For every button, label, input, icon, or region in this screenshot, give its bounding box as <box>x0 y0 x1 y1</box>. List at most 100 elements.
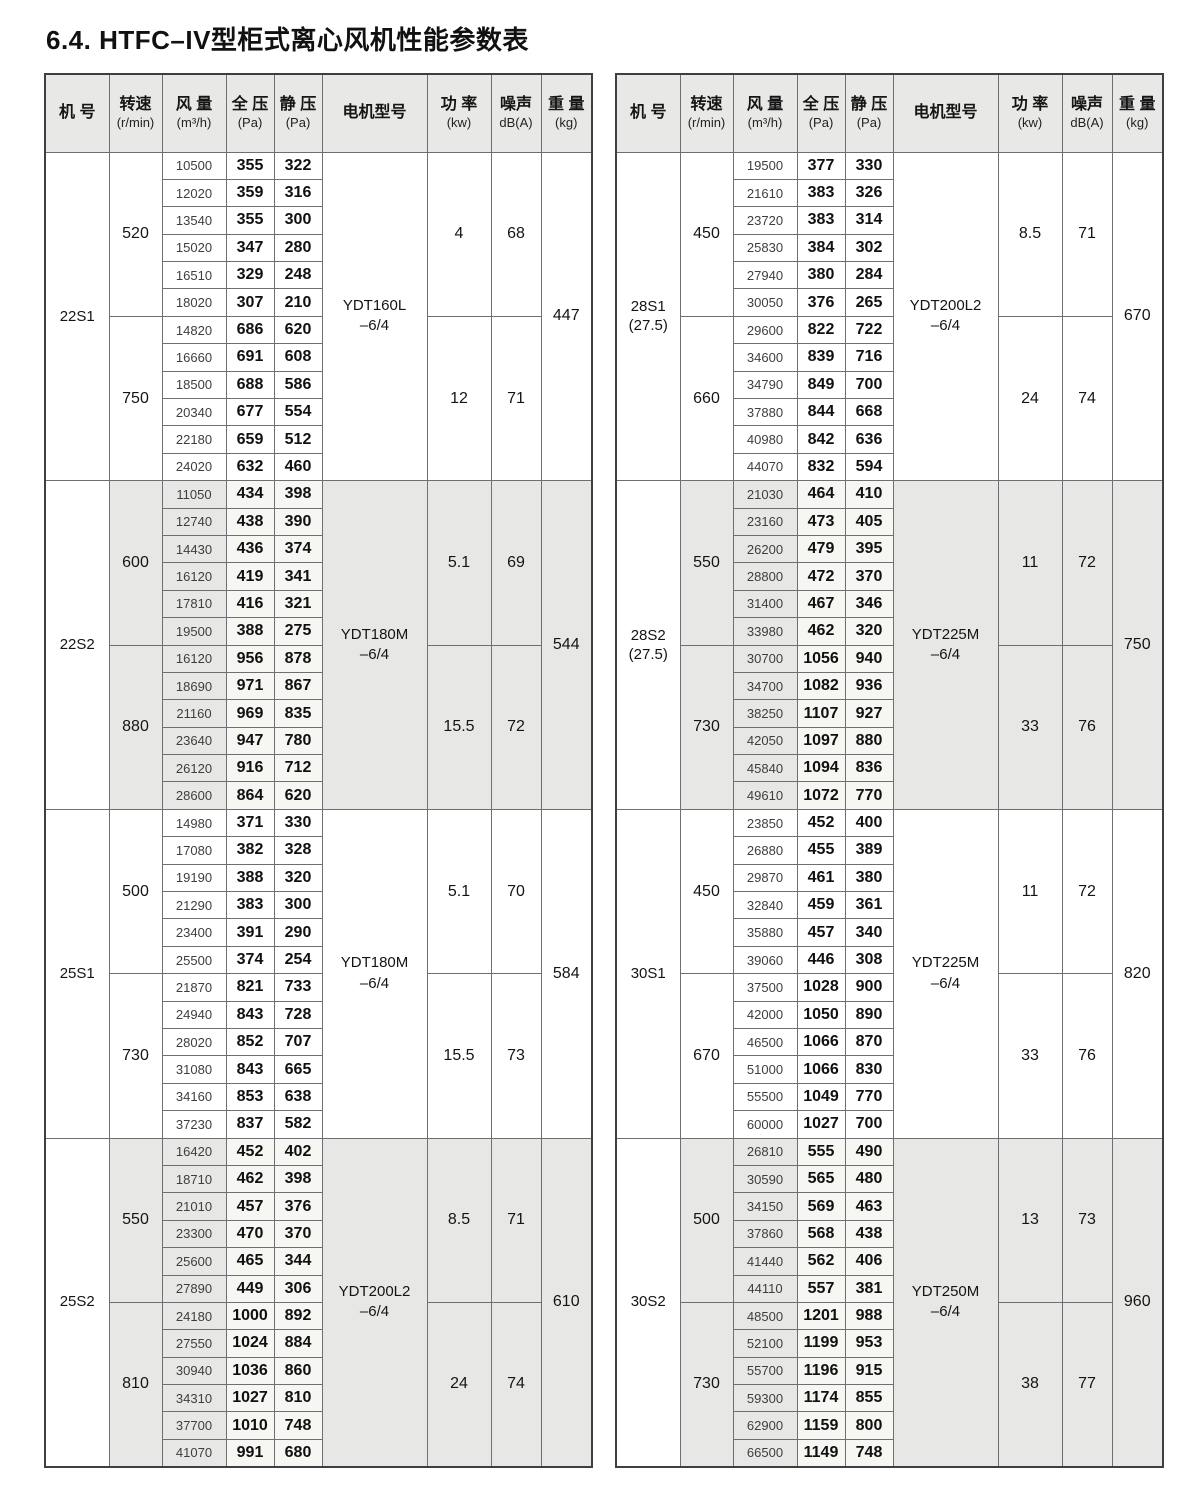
table-row: 23160 473 405 <box>616 507 1163 536</box>
static-pressure-cell: 480 <box>844 1164 894 1194</box>
flow-cell: 12020 <box>161 178 227 208</box>
total-pressure-cell: 832 <box>796 452 846 482</box>
table-row: 35880 457 340 <box>616 918 1163 947</box>
flow-cell: 27890 <box>161 1274 227 1303</box>
flow-cell: 24180 <box>161 1301 227 1331</box>
total-pressure-cell: 307 <box>225 288 275 317</box>
motor-model-label: –6/4 <box>359 974 390 992</box>
speed-cell: 810 <box>108 1301 163 1468</box>
model-label: 22S2 <box>59 636 95 654</box>
flow-cell: 37230 <box>161 1110 227 1139</box>
flow-cell: 17080 <box>161 836 227 865</box>
total-pressure-cell: 452 <box>796 808 846 838</box>
model-label: 28S2 <box>630 626 666 644</box>
static-pressure-cell: 620 <box>273 781 323 810</box>
total-pressure-cell: 1149 <box>796 1438 846 1468</box>
flow-cell: 19500 <box>732 151 798 180</box>
flow-cell: 16420 <box>161 1137 227 1166</box>
static-pressure-cell: 594 <box>844 452 894 482</box>
weight-cell: 960 <box>1111 1137 1164 1468</box>
motor-model-label: YDT160L <box>342 297 407 315</box>
motor-model-label: YDT180M <box>340 954 409 972</box>
static-pressure-cell: 328 <box>273 836 323 865</box>
model-cell: 22S1 <box>44 151 110 482</box>
power-cell: 5.1 <box>426 808 492 975</box>
total-pressure-cell: 462 <box>796 617 846 646</box>
total-pressure-cell: 569 <box>796 1192 846 1221</box>
header-label: 风 量 <box>746 95 784 113</box>
weight-cell: 610 <box>540 1137 593 1468</box>
flow-cell: 13540 <box>161 206 227 235</box>
table-row: 42000 1050 890 <box>616 1000 1163 1030</box>
static-pressure-cell: 722 <box>844 315 894 345</box>
flow-cell: 17810 <box>161 589 227 619</box>
table-row: 18710 462 398 <box>45 1164 592 1194</box>
table-row: 730 48500 1201 988 38 77 <box>616 1301 1163 1468</box>
static-pressure-cell: 370 <box>273 1219 323 1249</box>
speed-cell: 450 <box>679 808 734 975</box>
table-row: 24020 632 460 <box>45 452 592 482</box>
total-pressure-cell: 632 <box>225 452 275 482</box>
total-pressure-cell: 472 <box>796 562 846 591</box>
total-pressure-cell: 1107 <box>796 699 846 728</box>
flow-cell: 59300 <box>732 1384 798 1413</box>
table-row: 21290 383 300 <box>45 891 592 920</box>
static-pressure-cell: 265 <box>844 288 894 317</box>
table-row: 37860 568 438 <box>616 1219 1163 1249</box>
static-pressure-cell: 463 <box>844 1192 894 1221</box>
model-label: (27.5) <box>628 646 668 664</box>
static-pressure-cell: 300 <box>273 891 323 920</box>
flow-cell: 20340 <box>161 398 227 427</box>
static-pressure-cell: 878 <box>273 644 323 673</box>
flow-cell: 25600 <box>161 1247 227 1276</box>
header-power-cell: 功 率 (kw) <box>426 73 492 153</box>
static-pressure-cell: 680 <box>273 1438 323 1468</box>
flow-cell: 35880 <box>732 918 798 947</box>
total-pressure-cell: 842 <box>796 425 846 454</box>
flow-cell: 40980 <box>732 425 798 454</box>
total-pressure-cell: 1027 <box>225 1384 275 1413</box>
table-row: 28S2 (27.5) 550 21030 464 410 YDT225M –6/4 11 72 7… <box>615 480 1164 810</box>
flow-cell: 25500 <box>161 945 227 975</box>
total-pressure-cell: 677 <box>225 398 275 427</box>
total-pressure-cell: 419 <box>225 562 275 591</box>
static-pressure-cell: 780 <box>273 726 323 756</box>
header-label: 噪声 <box>1070 95 1103 113</box>
model-cell: 28S1 (27.5) <box>615 151 681 482</box>
static-pressure-cell: 728 <box>273 1000 323 1030</box>
power-cell: 8.5 <box>426 1137 492 1303</box>
flow-cell: 44070 <box>732 452 798 482</box>
motor-model-label: –6/4 <box>930 646 961 664</box>
speed-cell: 450 <box>679 151 734 317</box>
static-pressure-cell: 321 <box>273 589 323 619</box>
speed-cell: 750 <box>108 315 163 482</box>
static-pressure-cell: 405 <box>844 507 894 536</box>
weight-cell: 820 <box>1111 808 1164 1139</box>
table-row: 22S2 600 11050 434 398 YDT180M –6/4 5.1 69 544 <box>44 480 593 810</box>
total-pressure-cell: 383 <box>796 178 846 208</box>
total-pressure-cell: 843 <box>225 1000 275 1030</box>
table-row: 31400 467 346 <box>616 589 1163 619</box>
table-row: 12740 438 390 <box>45 507 592 536</box>
motor-model-label: –6/4 <box>930 317 961 335</box>
table-row: 59300 1174 855 <box>616 1384 1163 1413</box>
total-pressure-cell: 1056 <box>796 644 846 673</box>
flow-cell: 14430 <box>161 534 227 564</box>
power-cell: 4 <box>426 151 492 317</box>
flow-cell: 34150 <box>732 1192 798 1221</box>
flow-cell: 24020 <box>161 452 227 482</box>
static-pressure-cell: 346 <box>844 589 894 619</box>
header-total-pressure-cell: 全 压 (Pa) <box>225 73 275 153</box>
flow-cell: 37860 <box>732 1219 798 1249</box>
total-pressure-cell: 465 <box>225 1247 275 1276</box>
static-pressure-cell: 390 <box>273 507 323 536</box>
flow-cell: 18500 <box>161 370 227 400</box>
motor-model-label: YDT225M <box>911 954 980 972</box>
header-static-pressure-cell: 静 压 (Pa) <box>273 73 323 153</box>
flow-cell: 42000 <box>732 1000 798 1030</box>
flow-cell: 34790 <box>732 370 798 400</box>
motor-cell: YDT160L –6/4 <box>321 151 428 482</box>
static-pressure-cell: 314 <box>844 206 894 235</box>
total-pressure-cell: 391 <box>225 918 275 947</box>
table-row: 52100 1199 953 <box>616 1329 1163 1358</box>
